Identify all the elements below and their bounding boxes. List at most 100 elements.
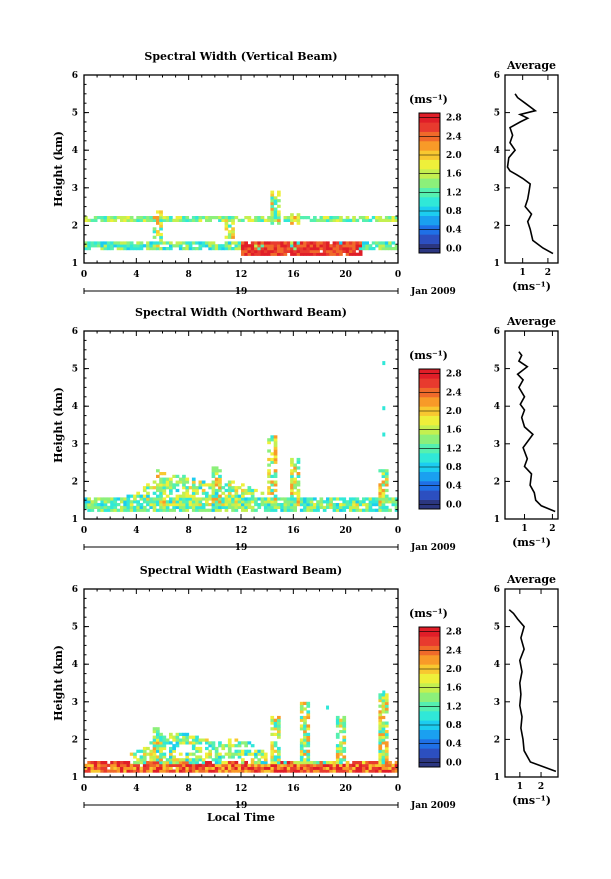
heatmap-cell [296, 216, 301, 220]
heatmap-cell [214, 749, 219, 753]
heatmap-cell [257, 503, 262, 507]
date-month: Jan 2009 [410, 287, 456, 297]
heatmap-cell [87, 508, 91, 512]
heatmap-cell [254, 766, 258, 770]
heatmap-cell [133, 769, 137, 773]
heatmap-cell [165, 766, 170, 770]
heatmap-cell [260, 249, 265, 253]
heatmap-cell [152, 738, 157, 742]
heatmap-cell [326, 505, 330, 509]
heatmap-cell [139, 508, 144, 512]
heatmap-cell [97, 241, 101, 245]
heatmap-cell [381, 710, 386, 714]
heatmap-cell [319, 766, 324, 770]
heatmap-cell [159, 505, 163, 509]
heatmap-cell [339, 744, 343, 748]
heatmap-cell [332, 769, 337, 773]
heatmap-cell [165, 508, 170, 512]
heatmap-cell [355, 247, 360, 251]
heatmap-cell [126, 500, 131, 504]
heatmap-cell [384, 741, 389, 745]
heatmap-cell [273, 201, 278, 206]
date-month: Jan 2009 [410, 801, 456, 811]
heatmap-cell [371, 500, 376, 504]
heatmap-cell [277, 718, 281, 722]
heatmap-cell [273, 497, 278, 501]
heatmap-cell [250, 769, 255, 773]
heatmap-cell [159, 741, 163, 745]
heatmap-cell [162, 247, 167, 251]
heatmap-cell [381, 738, 386, 742]
heatmap-cell [159, 761, 163, 765]
heatmap-cell [214, 505, 219, 509]
heatmap-cell [345, 505, 350, 509]
heatmap-cell [263, 503, 268, 507]
heatmap-cell [381, 218, 386, 222]
heatmap-cell [205, 491, 209, 495]
heatmap-cell [237, 744, 242, 748]
heatmap-cell [182, 247, 186, 251]
heatmap-cell [339, 766, 343, 770]
colorbar-tick-label: 1.2 [446, 444, 462, 454]
heatmap-cell [348, 252, 353, 256]
heatmap-cell [178, 738, 183, 742]
heatmap-cell [335, 718, 340, 722]
heatmap-cell [263, 247, 268, 251]
heatmap-cell [126, 494, 131, 498]
heatmap-cell [391, 497, 396, 501]
heatmap-cell [270, 491, 275, 495]
heatmap-cell [218, 508, 222, 512]
heatmap-cell [146, 503, 150, 507]
heatmap-cell [90, 500, 95, 504]
heatmap-cell [214, 761, 219, 765]
heatmap-cell [162, 755, 167, 759]
heatmap-cell [116, 216, 121, 220]
heatmap-cell [185, 218, 190, 222]
heatmap-cell [195, 769, 199, 773]
heatmap-cell [309, 244, 314, 248]
heatmap-cell [332, 766, 337, 770]
profile-x-tick-label: 2 [538, 782, 544, 792]
heatmap-cell [299, 249, 304, 253]
heatmap-cell [103, 503, 108, 507]
heatmap-cell [371, 503, 376, 507]
heatmap-cell [191, 763, 196, 767]
heatmap-cell [149, 497, 154, 501]
heatmap-cell [120, 508, 124, 512]
heatmap-cell [234, 505, 239, 509]
heatmap-cell [231, 497, 235, 501]
heatmap-cell [224, 224, 229, 228]
heatmap-cell [244, 761, 248, 765]
heatmap-cell [195, 500, 199, 504]
heatmap-cell [116, 508, 121, 512]
heatmap-cell [156, 218, 160, 222]
heatmap-cell [97, 766, 101, 770]
heatmap-cell [296, 491, 301, 495]
heatmap-cell [283, 218, 288, 222]
heatmap-cell [156, 503, 160, 507]
heatmap-cell [142, 763, 147, 767]
heatmap-cell [218, 758, 222, 762]
heatmap-cell [342, 741, 347, 745]
heatmap-cell [306, 741, 311, 745]
heatmap-cell [142, 761, 147, 765]
heatmap-cell [273, 494, 278, 498]
heatmap-cell [299, 247, 304, 251]
heatmap-cell [129, 244, 134, 248]
heatmap-cell [103, 761, 108, 765]
heatmap-cell [335, 497, 340, 501]
heatmap-cell [146, 494, 150, 498]
heatmap-cell [384, 766, 389, 770]
heatmap-cell [133, 500, 137, 504]
heatmap-cell [139, 494, 144, 498]
heatmap-cell [90, 769, 95, 773]
heatmap-cell [172, 474, 176, 478]
heatmap-cell [283, 766, 288, 770]
heatmap-cell [378, 713, 383, 717]
heatmap-cell [191, 216, 196, 220]
heatmap-cell [260, 247, 265, 251]
heatmap-cell [394, 216, 399, 220]
heatmap-cell [169, 480, 173, 484]
heatmap-cell [162, 216, 167, 220]
